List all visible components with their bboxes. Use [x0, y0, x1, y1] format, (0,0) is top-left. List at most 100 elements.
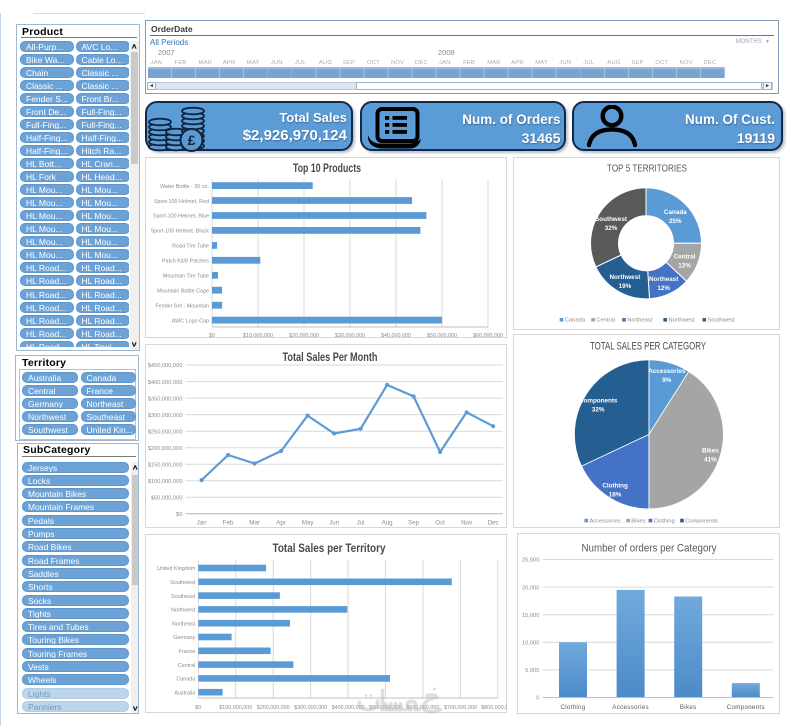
svg-text:Total Sales per Territory: Total Sales per Territory	[273, 541, 386, 555]
svg-text:Jan: Jan	[197, 520, 208, 527]
svg-text:Mar: Mar	[249, 520, 260, 527]
svg-text:12%: 12%	[657, 285, 670, 292]
svg-text:$150,000,000: $150,000,000	[148, 462, 183, 468]
svg-text:Clothing: Clothing	[560, 704, 585, 711]
svg-text:$700,000,000: $700,000,000	[444, 705, 477, 711]
svg-text:Fender Set - Mountain: Fender Set - Mountain	[155, 303, 209, 309]
svg-text:$0: $0	[209, 333, 215, 338]
svg-text:Canada: Canada	[176, 677, 195, 683]
svg-text:Northeast: Northeast	[172, 621, 196, 627]
svg-text:Dec: Dec	[488, 520, 499, 527]
svg-text:5,000: 5,000	[525, 668, 539, 674]
svg-text:Sport-100 Helmet, Blue: Sport-100 Helmet, Blue	[153, 214, 209, 220]
svg-text:Accessories: Accessories	[612, 704, 649, 711]
svg-text:Mountain Bottle Cage: Mountain Bottle Cage	[157, 288, 209, 294]
svg-text:May: May	[302, 520, 315, 527]
svg-text:Aug: Aug	[382, 520, 394, 527]
svg-text:12%: 12%	[678, 263, 691, 270]
svg-text:0: 0	[536, 696, 539, 702]
svg-text:Canada: Canada	[664, 209, 687, 216]
svg-text:Accessories: Accessories	[648, 368, 686, 375]
svg-text:Southwest: Southwest	[595, 216, 628, 223]
svg-text:Sport-100 Helmet, Black: Sport-100 Helmet, Black	[151, 229, 210, 235]
svg-text:32%: 32%	[592, 406, 605, 413]
svg-text:Water Bottle - 30 oz.: Water Bottle - 30 oz.	[160, 184, 209, 190]
svg-text:32%: 32%	[605, 225, 618, 232]
svg-text:Central: Central	[674, 254, 696, 261]
svg-text:Bikes: Bikes	[631, 518, 645, 524]
svg-text:$300,000,000: $300,000,000	[148, 413, 183, 419]
svg-text:Jun: Jun	[329, 520, 340, 527]
svg-text:Oct: Oct	[435, 520, 445, 527]
svg-text:15,000: 15,000	[522, 613, 539, 619]
svg-text:$400,000,000: $400,000,000	[148, 380, 183, 386]
svg-text:Southwest: Southwest	[708, 318, 735, 324]
svg-text:$300,000,000: $300,000,000	[294, 705, 327, 711]
svg-text:Top 10 Products: Top 10 Products	[293, 161, 361, 175]
svg-text:$20,000,000: $20,000,000	[289, 333, 319, 338]
svg-text:Sep: Sep	[408, 520, 420, 527]
svg-text:France: France	[179, 649, 196, 655]
svg-text:Canada: Canada	[565, 318, 586, 324]
svg-text:10,000: 10,000	[522, 641, 539, 647]
svg-text:$350,000,000: $350,000,000	[148, 396, 183, 402]
svg-text:Bikes: Bikes	[680, 704, 697, 711]
svg-text:$800,000,000: $800,000,000	[481, 705, 507, 711]
svg-text:Accessories: Accessories	[589, 518, 620, 524]
svg-text:$0: $0	[176, 512, 182, 518]
svg-text:TOP 5 TERRITORIES: TOP 5 TERRITORIES	[607, 163, 687, 175]
svg-text:20,000: 20,000	[522, 585, 539, 591]
svg-text:Patch Kit/8 Patches: Patch Kit/8 Patches	[162, 259, 209, 265]
svg-text:Components: Components	[685, 518, 718, 524]
svg-text:$0: $0	[195, 705, 201, 711]
svg-text:$400,000,000: $400,000,000	[332, 705, 365, 711]
svg-text:$250,000,000: $250,000,000	[148, 429, 183, 435]
svg-text:18%: 18%	[609, 492, 622, 499]
svg-text:$100,000,000: $100,000,000	[148, 479, 183, 485]
svg-text:Sport-100 Helmet, Red: Sport-100 Helmet, Red	[154, 199, 209, 205]
svg-text:Northwest: Northwest	[610, 274, 642, 281]
svg-text:Germany: Germany	[173, 635, 195, 641]
svg-text:Northwest: Northwest	[171, 608, 196, 614]
svg-text:9%: 9%	[662, 377, 672, 384]
svg-text:Clothing: Clothing	[602, 483, 628, 490]
svg-text:TOTAL SALES PER CATEGORY: TOTAL SALES PER CATEGORY	[590, 341, 706, 353]
svg-text:Nov: Nov	[461, 520, 473, 527]
svg-text:AWC Logo Cap: AWC Logo Cap	[172, 318, 209, 324]
svg-text:Total Sales Per Month: Total Sales Per Month	[283, 350, 378, 364]
svg-text:$200,000,000: $200,000,000	[257, 705, 290, 711]
svg-text:$60,000,000: $60,000,000	[473, 333, 503, 338]
svg-text:Northwest: Northwest	[668, 318, 694, 324]
svg-text:$50,000,000: $50,000,000	[151, 496, 183, 502]
svg-text:Southwest: Southwest	[170, 580, 196, 586]
svg-text:19%: 19%	[619, 283, 632, 290]
svg-text:$40,000,000: $40,000,000	[381, 333, 411, 338]
svg-text:Northeast: Northeast	[649, 276, 679, 283]
svg-text:Northeast: Northeast	[627, 318, 653, 324]
svg-text:$100,000,000: $100,000,000	[219, 705, 252, 711]
svg-text:Bikes: Bikes	[702, 447, 719, 454]
svg-text:Road Tire Tube: Road Tire Tube	[172, 244, 209, 250]
svg-text:25%: 25%	[669, 218, 682, 225]
svg-text:Number of orders per Category: Number of orders per Category	[582, 543, 717, 555]
svg-text:Central: Central	[178, 663, 195, 669]
svg-text:Mountain Tire Tube: Mountain Tire Tube	[163, 274, 209, 280]
svg-text:United Kingdom: United Kingdom	[157, 566, 196, 572]
svg-text:Components: Components	[727, 704, 765, 711]
svg-text:Jul: Jul	[357, 520, 365, 527]
svg-text:Central: Central	[596, 318, 615, 324]
svg-text:Southeast: Southeast	[171, 594, 196, 600]
svg-text:$30,000,000: $30,000,000	[335, 333, 365, 338]
svg-text:$50,000,000: $50,000,000	[427, 333, 457, 338]
svg-text:Clothing: Clothing	[654, 518, 675, 524]
svg-text:$450,000,000: $450,000,000	[148, 363, 183, 369]
svg-text:Components: Components	[579, 397, 618, 404]
svg-text:Feb: Feb	[223, 520, 234, 527]
svg-text:$200,000,000: $200,000,000	[148, 446, 183, 452]
svg-text:Apr: Apr	[276, 520, 286, 527]
svg-text:Australia: Australia	[174, 690, 195, 696]
svg-text:25,000: 25,000	[522, 558, 539, 564]
svg-text:£: £	[188, 132, 196, 148]
svg-text:41%: 41%	[704, 456, 717, 463]
svg-text:$10,000,000: $10,000,000	[243, 333, 273, 338]
